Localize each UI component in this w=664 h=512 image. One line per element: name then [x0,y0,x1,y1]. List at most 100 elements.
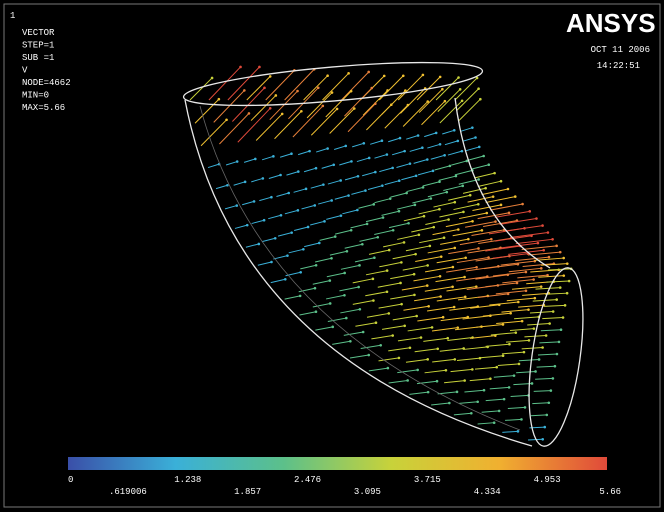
info-line: SUB =1 [22,53,54,63]
arrow-head [386,89,389,92]
arrow-head [406,379,409,382]
arrow-head [372,299,375,302]
arrow-head [263,87,266,90]
arrow-head [555,298,558,301]
arrow-head [244,181,247,184]
arrow-head [363,142,366,145]
arrow-head [387,312,390,315]
arrow-head [323,220,326,223]
arrow-head [432,170,435,173]
arrow-head [329,279,332,282]
arrow-head [414,204,417,207]
arrow-head [508,212,511,215]
arrow-head [430,197,433,200]
arrow-head [297,209,300,212]
arrow-head [263,219,266,222]
arrow-head [446,337,449,340]
arrow-head [483,389,486,392]
arrow-head [500,204,503,207]
arrow-head [461,150,464,153]
arrow-head [415,174,418,177]
colorbar-label: 1.857 [234,487,261,497]
arrow-head [300,110,303,113]
arrow-head [435,132,438,135]
arrow-head [471,368,474,371]
arrow-head [475,266,478,269]
arrow-head [382,216,385,219]
arrow-head [420,336,423,339]
arrow-head [381,139,384,142]
arrow-head [502,354,505,357]
arrow-head [548,322,551,325]
arrow-head [426,158,429,161]
arrow-head [448,402,451,405]
arrow-head [477,203,480,206]
arrow-head [523,351,526,354]
colorbar [68,457,607,470]
arrow-head [487,163,490,166]
arrow-head [489,377,492,380]
arrow-head [439,143,442,146]
arrow-head [439,76,442,79]
arrow-head [495,366,498,369]
arrow-head [399,282,402,285]
arrow-head [386,269,389,272]
arrow-head [452,266,455,269]
info-line: MIN=0 [22,91,49,101]
arrow-head [387,367,390,370]
arrow-head [538,358,541,361]
arrow-head [315,310,318,313]
time: 14:22:51 [597,61,640,71]
arrow-head [443,154,446,157]
arrow-head [520,418,523,421]
arrow-head [398,179,401,182]
arrow-head [358,264,361,267]
arrow-head [461,185,464,188]
arrow-head [442,316,445,319]
arrow-head [464,256,467,259]
arrow-head [409,162,412,165]
arrow-head [359,308,362,311]
arrow-head [336,108,339,111]
info-line: V [22,66,28,76]
arrow-head [503,398,506,401]
arrow-head [461,99,464,102]
arrow-head [467,238,470,241]
arrow-head [383,75,386,78]
arrow-head [368,157,371,160]
arrow-head [552,310,555,313]
arrow-head [286,254,289,257]
arrow-head [474,136,477,139]
arrow-head [262,177,265,180]
arrow-head [438,180,441,183]
arrow-head [566,262,569,265]
arrow-head [558,341,561,344]
arrow-head [475,285,478,288]
arrow-head [422,74,425,77]
arrow-head [439,275,442,278]
arrow-head [443,236,446,239]
arrow-head [507,188,510,191]
arrow-head [534,297,537,300]
arrow-head [318,242,321,245]
arrow-head [313,204,316,207]
arrow-head [343,294,346,297]
arrow-head [449,165,452,168]
arrow-head [541,438,544,441]
arrow-head [478,146,481,149]
arrow-head [463,379,466,382]
arrow-head [345,317,348,320]
arrow-head [239,66,242,69]
arrow-head [403,324,406,327]
arrow-head [484,187,487,190]
arrow-head [211,77,214,80]
arrow-head [343,272,346,275]
arrow-head [379,344,382,347]
arrow-head [479,98,482,101]
arrow-head [562,316,565,319]
arrow-head [269,107,272,110]
arrow-head [521,203,524,206]
arrow-head [326,74,329,77]
arrow-head [547,231,550,234]
window-number: 1 [10,11,15,21]
